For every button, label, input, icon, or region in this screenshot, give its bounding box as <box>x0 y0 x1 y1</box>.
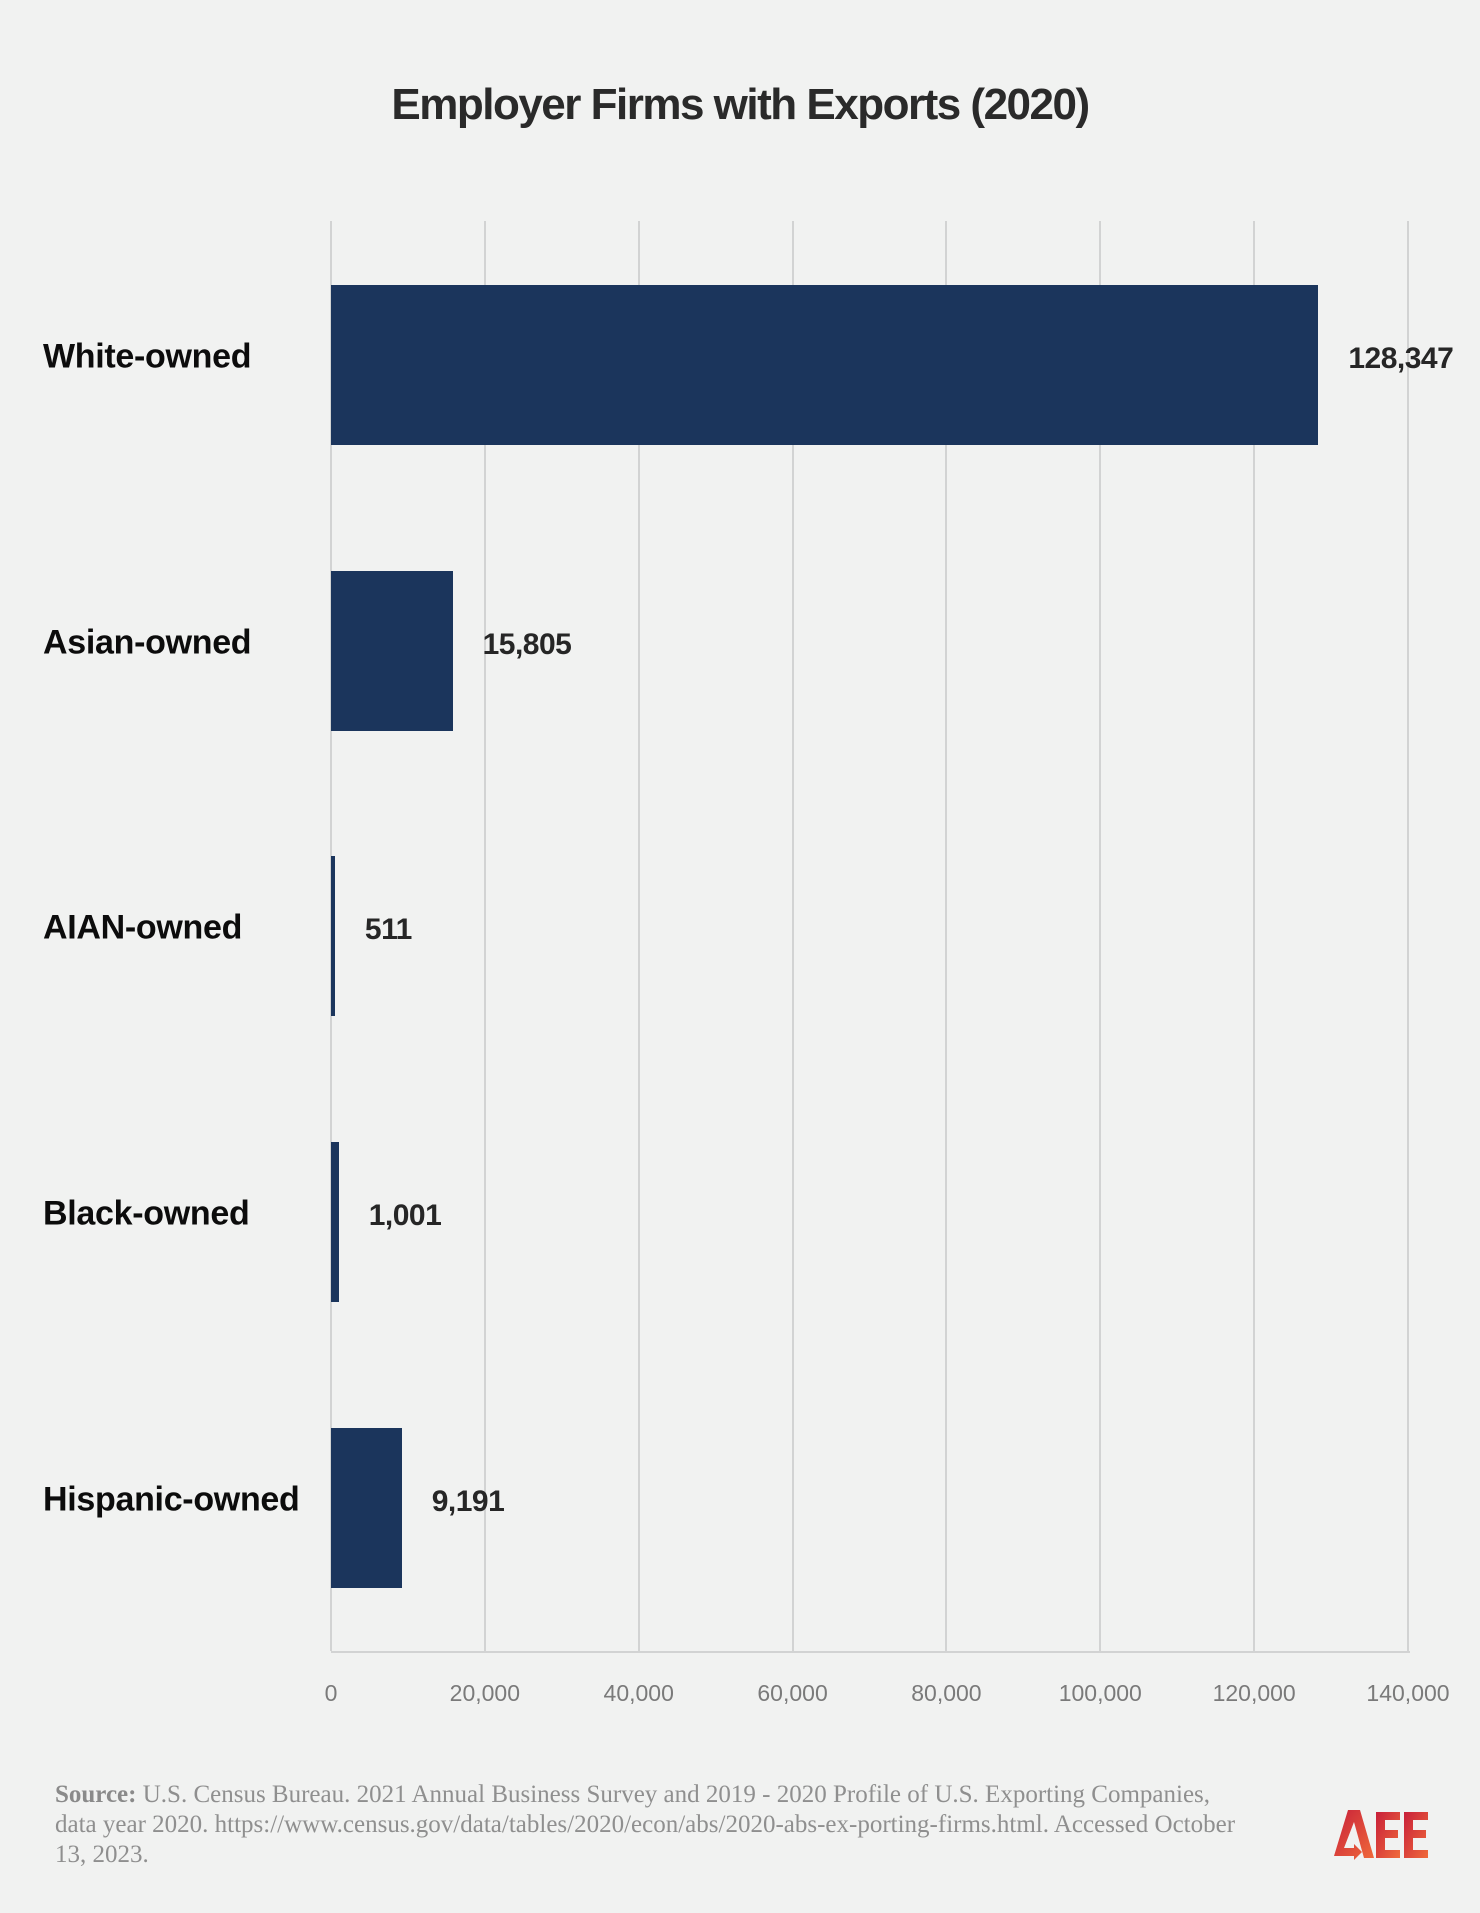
gridline <box>945 221 948 1651</box>
value-label: 511 <box>364 913 412 947</box>
bar-white-owned <box>331 285 1319 445</box>
source-note: Source: U.S. Census Bureau. 2021 Annual … <box>55 1780 1255 1870</box>
source-text: U.S. Census Bureau. 2021 Annual Business… <box>55 1781 1236 1868</box>
aee-logo <box>1330 1808 1430 1864</box>
category-label: Hispanic-owned <box>43 1480 300 1519</box>
x-tick-label: 120,000 <box>1212 1680 1296 1706</box>
source-prefix: Source: <box>55 1781 137 1808</box>
x-tick-label: 20,000 <box>449 1680 521 1706</box>
plot-area: 128,347 15,805 511 1,001 9,191 <box>330 221 1454 1653</box>
gridline <box>791 221 794 1651</box>
x-tick-label: 0 <box>324 1680 338 1706</box>
x-axis-line <box>331 1651 1410 1653</box>
x-tick-label: 100,000 <box>1058 1680 1142 1706</box>
gridline <box>1099 221 1102 1651</box>
x-tick-label: 40,000 <box>603 1680 674 1706</box>
gridline <box>637 221 640 1651</box>
x-tick-label: 60,000 <box>757 1680 828 1706</box>
x-tick-label: 80,000 <box>911 1680 982 1706</box>
gridline <box>483 221 486 1651</box>
bar-hispanic-owned <box>331 1427 402 1588</box>
category-label: Asian-owned <box>43 623 252 662</box>
bar-black-owned <box>331 1142 339 1303</box>
value-label: 128,347 <box>1348 342 1454 375</box>
value-label: 9,191 <box>431 1484 505 1518</box>
bar-aian-owned <box>331 856 335 1017</box>
value-label: 15,805 <box>482 627 572 661</box>
x-tick-label: 140,000 <box>1366 1680 1450 1706</box>
gridline <box>1253 221 1256 1651</box>
chart-title: Employer Firms with Exports (2020) <box>391 80 1090 129</box>
category-label: White-owned <box>43 337 252 376</box>
bar-asian-owned <box>331 570 453 731</box>
aee-logo-icon <box>1334 1810 1428 1860</box>
category-label: AIAN-owned <box>43 908 243 947</box>
value-label: 1,001 <box>368 1199 442 1233</box>
gridline <box>1407 221 1409 1651</box>
category-label: Black-owned <box>43 1194 250 1233</box>
